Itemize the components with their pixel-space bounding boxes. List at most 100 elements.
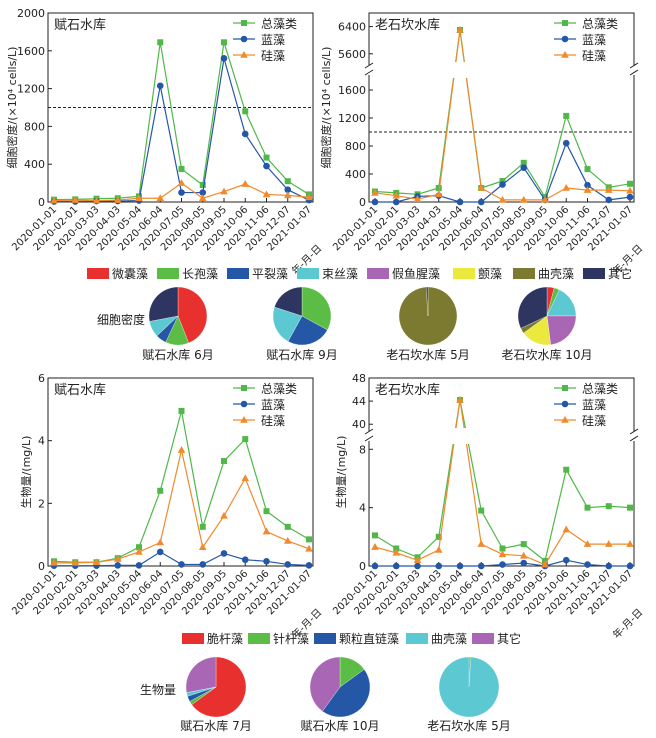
series-line-segment — [587, 184, 610, 201]
pie-label: 老石坎水库 10月 — [501, 347, 592, 362]
data-point — [477, 184, 486, 191]
pie-slice — [272, 306, 303, 342]
legend-marker — [562, 20, 568, 26]
legend-marker — [562, 385, 568, 391]
legend-swatch — [472, 633, 494, 644]
pie-slice — [287, 315, 328, 346]
pie-slice — [322, 669, 371, 718]
series-line-segment — [396, 192, 418, 195]
series-line-segment — [587, 168, 610, 188]
x-axis-unit-label: 年-月-日 — [610, 606, 646, 642]
series-line-segment — [544, 115, 567, 198]
data-point — [283, 536, 292, 544]
series-line-segment — [396, 195, 418, 200]
series-line-segment — [417, 187, 439, 195]
series-line-segment — [417, 549, 440, 561]
legend-swatch — [367, 268, 389, 279]
data-point — [392, 548, 401, 556]
data-point — [627, 504, 633, 511]
series-line-segment — [587, 563, 609, 567]
pie-label: 老石坎水库 5月 — [386, 347, 469, 362]
legend-marker — [561, 400, 569, 408]
data-point — [435, 533, 442, 540]
data-point — [241, 556, 249, 564]
legend-label: 假鱼腥藻 — [392, 267, 440, 281]
legend-swatch — [227, 268, 249, 279]
series-line-segment — [523, 167, 546, 201]
legend-label: 总藻类 — [261, 382, 297, 396]
data-point — [178, 165, 185, 172]
data-point — [220, 550, 228, 557]
series-line-segment — [565, 142, 589, 186]
pie-label: 赋石水库 10月 — [300, 718, 379, 733]
data-point — [456, 562, 464, 570]
data-point — [499, 561, 506, 568]
data-point — [220, 511, 228, 519]
data-point — [562, 525, 571, 533]
data-point — [519, 195, 528, 203]
y-axis-label: 生物量/(mg/L) — [19, 436, 33, 509]
series-line-segment — [480, 510, 504, 549]
series-line-segment — [467, 443, 482, 511]
data-point — [71, 196, 80, 203]
data-point — [114, 562, 122, 569]
y-tick-label: 44 — [352, 395, 366, 408]
series-line-segment — [374, 192, 397, 197]
legend-swatch — [513, 268, 535, 279]
data-point — [241, 180, 250, 187]
data-point — [627, 180, 633, 187]
series-line-segment — [608, 505, 631, 509]
series-line-segment — [417, 193, 439, 200]
legend-marker — [240, 35, 248, 43]
data-point — [626, 562, 634, 570]
pie-label: 赋石水库 6月 — [142, 347, 213, 362]
data-point — [157, 487, 164, 494]
pie-slice — [546, 315, 577, 345]
axis-break-mark — [629, 435, 639, 442]
series-2 — [371, 26, 634, 203]
axis-break-mark — [629, 69, 639, 76]
legend_top-legend: 微囊藻 长孢藻 平裂藻 束丝藻 假鱼腥藻 颤藻 曲壳藻 其它 — [87, 266, 632, 281]
data-point — [305, 562, 313, 569]
data-point — [156, 194, 165, 202]
series-line-segment — [465, 77, 482, 189]
data-point — [241, 474, 250, 482]
series-line-segment — [455, 399, 461, 429]
legend-label: 颤藻 — [478, 267, 502, 281]
data-point — [136, 544, 142, 551]
y-tick-label: 800 — [345, 140, 366, 153]
data-point — [156, 82, 164, 90]
data-point — [456, 26, 464, 33]
legend-label: 其它 — [608, 266, 632, 281]
data-point — [584, 181, 591, 189]
data-point — [177, 179, 186, 186]
data-point — [584, 561, 591, 568]
series-line-segment — [544, 142, 567, 201]
pie-slice — [148, 286, 179, 322]
y-axis-label: 细胞密度/(×10⁴ cells/L) — [319, 47, 333, 169]
series-line-segment — [374, 546, 397, 554]
series-line-segment — [438, 443, 455, 551]
data-point — [371, 198, 379, 206]
data-point — [562, 184, 571, 191]
pie-chart: 赋石水库 7月 — [180, 656, 252, 733]
legend-label: 曲壳藻 — [538, 267, 574, 281]
y-tick-label: 4 — [38, 435, 45, 448]
line-chart-panel-2: 02462020-01-012020-02-012020-03-032020-0… — [10, 372, 324, 641]
legend-swatch — [87, 268, 109, 279]
legend-marker — [241, 385, 247, 391]
data-point — [220, 187, 228, 195]
data-point — [604, 186, 613, 193]
data-point — [50, 558, 58, 566]
legend-label: 硅藻 — [261, 414, 285, 428]
axis-break-mark — [364, 69, 374, 76]
data-point — [563, 466, 570, 473]
series-line-segment — [523, 562, 546, 567]
data-point — [456, 198, 464, 206]
data-point — [371, 562, 379, 570]
data-point — [605, 562, 613, 570]
data-point — [262, 190, 271, 198]
data-point — [242, 108, 249, 115]
y-axis-label: 生物量/(mg/L) — [334, 436, 348, 509]
y-tick-label: 400 — [24, 158, 45, 171]
